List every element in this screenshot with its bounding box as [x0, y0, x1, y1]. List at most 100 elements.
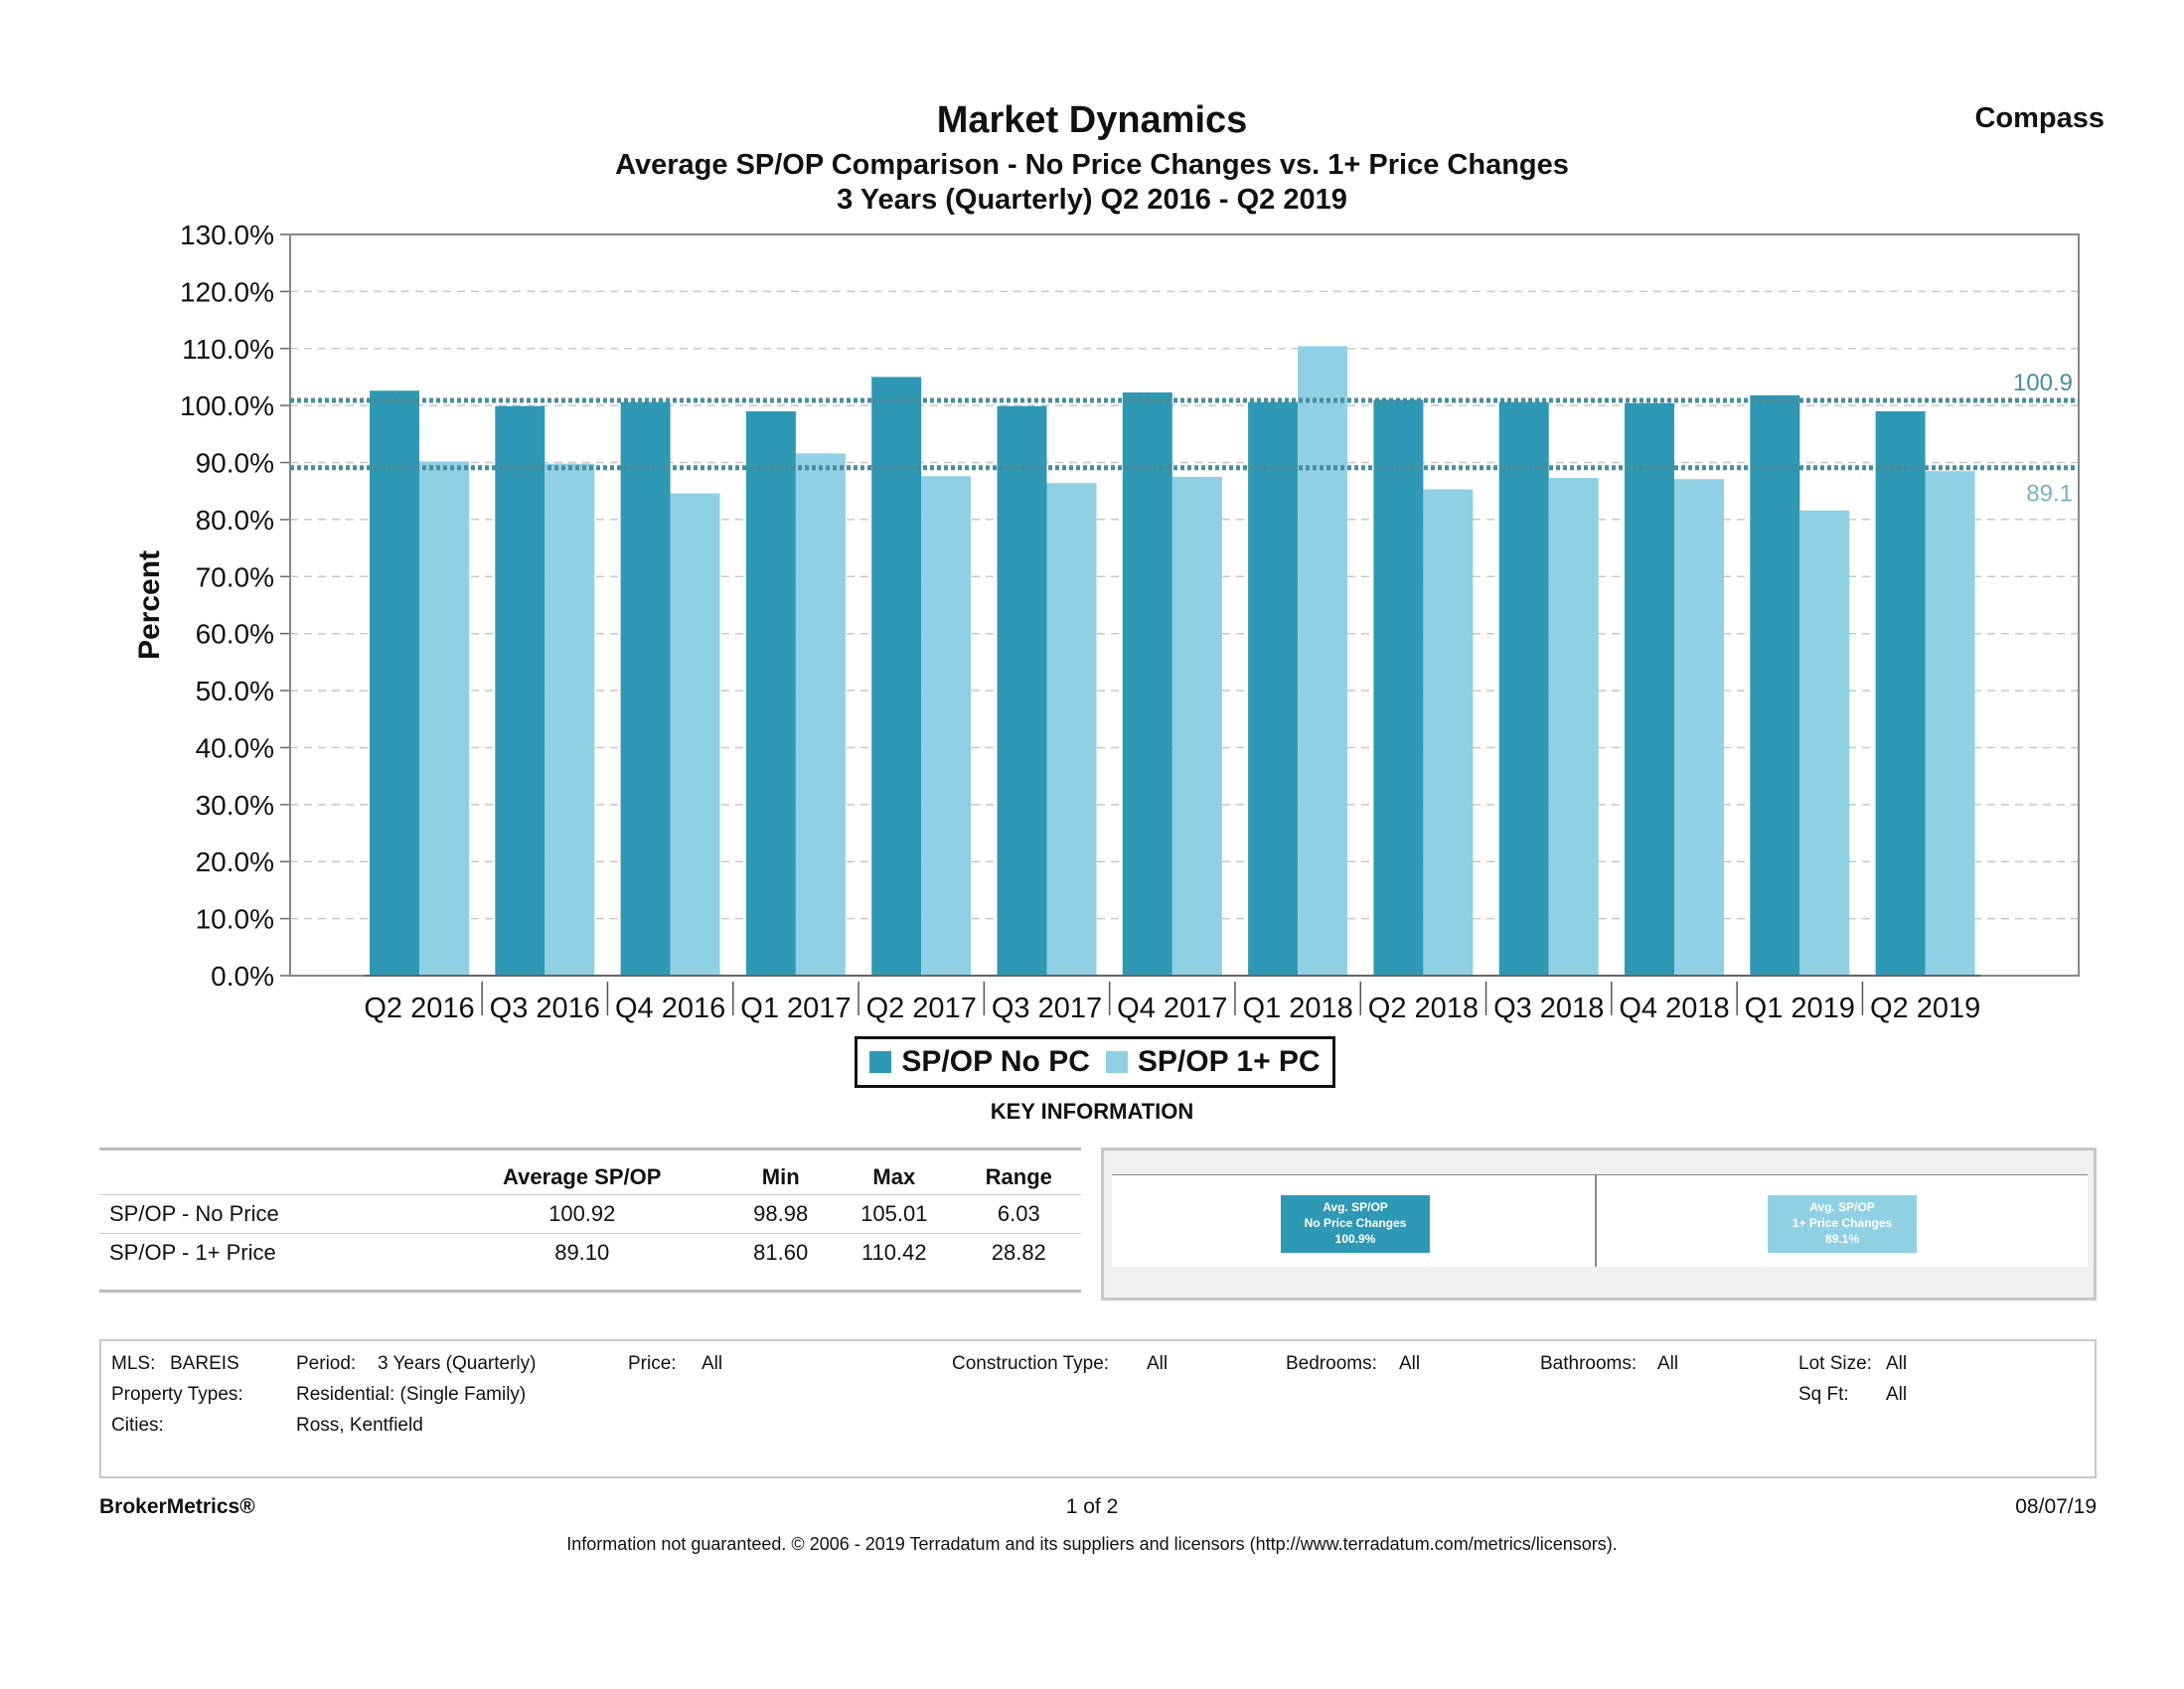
x-tick-label: Q1 2017	[740, 993, 851, 1024]
y-tick-label: 100.0%	[180, 390, 274, 421]
kpi-one-pc-line1: Avg. SP/OP	[1809, 1200, 1875, 1214]
y-axis-label: Percent	[133, 550, 166, 660]
bar-no-pc	[620, 401, 671, 976]
bar-one-pc	[1298, 346, 1348, 976]
kpi-no-pc-line2: No Price Changes	[1304, 1216, 1407, 1230]
cities-label: Cities:	[111, 1415, 164, 1436]
period-value: 3 Years (Quarterly)	[378, 1353, 537, 1374]
bathrooms-label: Bathrooms:	[1540, 1353, 1638, 1374]
y-tick-label: 70.0%	[196, 561, 274, 592]
y-tick-label: 90.0%	[196, 448, 274, 479]
table-cell: 98.98	[729, 1194, 833, 1234]
table-cell: 100.92	[434, 1194, 730, 1234]
bar-no-pc	[1122, 391, 1172, 976]
sqft-value: All	[1886, 1384, 1908, 1405]
y-tick-label: 130.0%	[180, 220, 274, 250]
page-number: 1 of 2	[1065, 1495, 1119, 1518]
bar-one-pc	[795, 453, 846, 976]
y-tick-label: 50.0%	[196, 676, 274, 706]
price-value: All	[702, 1353, 723, 1374]
column-header: Range	[956, 1151, 1081, 1195]
bar-no-pc	[1875, 411, 1926, 976]
table-row: SP/OP - 1+ Price 89.10 81.60 110.42 28.8…	[99, 1234, 1081, 1291]
footer-brand: BrokerMetrics®	[99, 1495, 255, 1518]
x-tick-label: Q2 2018	[1368, 993, 1479, 1024]
y-tick-label: 0.0%	[211, 961, 274, 992]
x-tick-label: Q4 2017	[1117, 993, 1227, 1024]
key-information-title: KEY INFORMATION	[990, 1099, 1194, 1124]
bedrooms-label: Bedrooms:	[1286, 1353, 1377, 1374]
mls-value: BAREIS	[170, 1353, 239, 1374]
legend-item-one-pc: SP/OP 1+ PC	[1105, 1045, 1321, 1079]
column-header: Average SP/OP	[434, 1151, 730, 1195]
table-row: SP/OP - No Price 100.92 98.98 105.01 6.0…	[99, 1194, 1081, 1234]
x-tick-label: Q4 2018	[1619, 993, 1729, 1024]
bar-one-pc	[1925, 471, 1975, 976]
bedrooms-value: All	[1399, 1353, 1421, 1374]
bar-one-pc	[1171, 476, 1222, 976]
kpi-no-pc-value: 100.9%	[1334, 1232, 1376, 1246]
bar-one-pc	[1046, 483, 1097, 976]
kpi-box-one-pc: Avg. SP/OP 1+ Price Changes 89.1%	[1768, 1195, 1917, 1253]
column-header: Max	[832, 1151, 957, 1195]
bar-one-pc	[419, 461, 469, 977]
y-tick-label: 10.0%	[196, 904, 274, 935]
column-header	[99, 1151, 435, 1195]
table-cell: 6.03	[956, 1194, 1081, 1234]
report-date: 08/07/19	[2015, 1495, 2097, 1518]
x-tick-label: Q2 2016	[364, 993, 474, 1024]
lot-size-value: All	[1886, 1353, 1908, 1374]
brand-name: Compass	[1974, 102, 2105, 134]
x-tick-label: Q2 2017	[866, 993, 977, 1024]
bar-no-pc	[370, 390, 419, 976]
x-tick-label: Q1 2018	[1242, 993, 1352, 1024]
avg-label-no-pc: 100.9	[2013, 370, 2073, 396]
row-label: SP/OP - No Price	[99, 1194, 435, 1234]
x-tick-label: Q3 2018	[1493, 993, 1604, 1024]
bar-one-pc	[545, 463, 595, 976]
x-tick-label: Q2 2019	[1870, 993, 1980, 1024]
bar-no-pc	[745, 411, 796, 976]
property-types-value: Residential: (Single Family)	[296, 1384, 527, 1405]
bar-one-pc	[1423, 489, 1474, 976]
chart-subtitle: Average SP/OP Comparison - No Price Chan…	[615, 149, 1569, 181]
y-tick-label: 20.0%	[196, 846, 274, 877]
chart-legend: SP/OP No PC SP/OP 1+ PC	[855, 1036, 1335, 1088]
kpi-box-no-pc: Avg. SP/OP No Price Changes 100.9%	[1281, 1195, 1430, 1253]
y-tick-label: 30.0%	[196, 790, 274, 821]
row-label: SP/OP - 1+ Price	[109, 1240, 276, 1265]
price-label: Price:	[628, 1353, 677, 1374]
x-tick-label: Q3 2017	[992, 993, 1102, 1024]
lot-size-label: Lot Size:	[1798, 1353, 1872, 1374]
bathrooms-value: All	[1657, 1353, 1679, 1374]
table-cell: 105.01	[832, 1194, 957, 1234]
kpi-panel-left: Avg. SP/OP No Price Changes 100.9%	[1112, 1174, 1597, 1267]
y-tick-label: 60.0%	[196, 619, 274, 650]
x-tick-label: Q3 2016	[490, 993, 600, 1024]
y-tick-label: 120.0%	[180, 276, 274, 307]
disclaimer: Information not guaranteed. © 2006 - 201…	[566, 1534, 1618, 1554]
x-tick-label: Q4 2016	[615, 993, 725, 1024]
bar-one-pc	[1799, 510, 1850, 976]
construction-label: Construction Type:	[952, 1353, 1110, 1374]
bar-no-pc	[495, 405, 546, 977]
bar-no-pc	[871, 377, 922, 976]
legend-label-no-pc: SP/OP No PC	[901, 1045, 1090, 1078]
chart-period: 3 Years (Quarterly) Q2 2016 - Q2 2019	[837, 184, 1347, 216]
table-header-row: Average SP/OP Min Max Range	[99, 1151, 1081, 1195]
kpi-panel-right: Avg. SP/OP 1+ Price Changes 89.1%	[1597, 1174, 2088, 1267]
legend-swatch-no-pc	[869, 1051, 892, 1073]
mls-label: MLS:	[111, 1353, 156, 1374]
kpi-no-pc-line1: Avg. SP/OP	[1323, 1200, 1388, 1214]
bar-no-pc	[1248, 401, 1299, 976]
bar-no-pc	[1625, 402, 1674, 976]
search-criteria: MLS: BAREIS Period: 3 Years (Quarterly) …	[99, 1339, 2097, 1478]
bar-no-pc	[1498, 401, 1549, 976]
bar-one-pc	[1674, 479, 1724, 976]
y-tick-label: 110.0%	[182, 334, 274, 365]
kpi-panel: Avg. SP/OP No Price Changes 100.9% Avg. …	[1101, 1148, 2097, 1301]
key-stats-table: Average SP/OP Min Max Range SP/OP - No P…	[99, 1148, 1081, 1293]
y-tick-label: 40.0%	[196, 732, 274, 763]
table-cell: 89.10	[554, 1240, 610, 1265]
table-cell: 81.60	[753, 1240, 809, 1265]
